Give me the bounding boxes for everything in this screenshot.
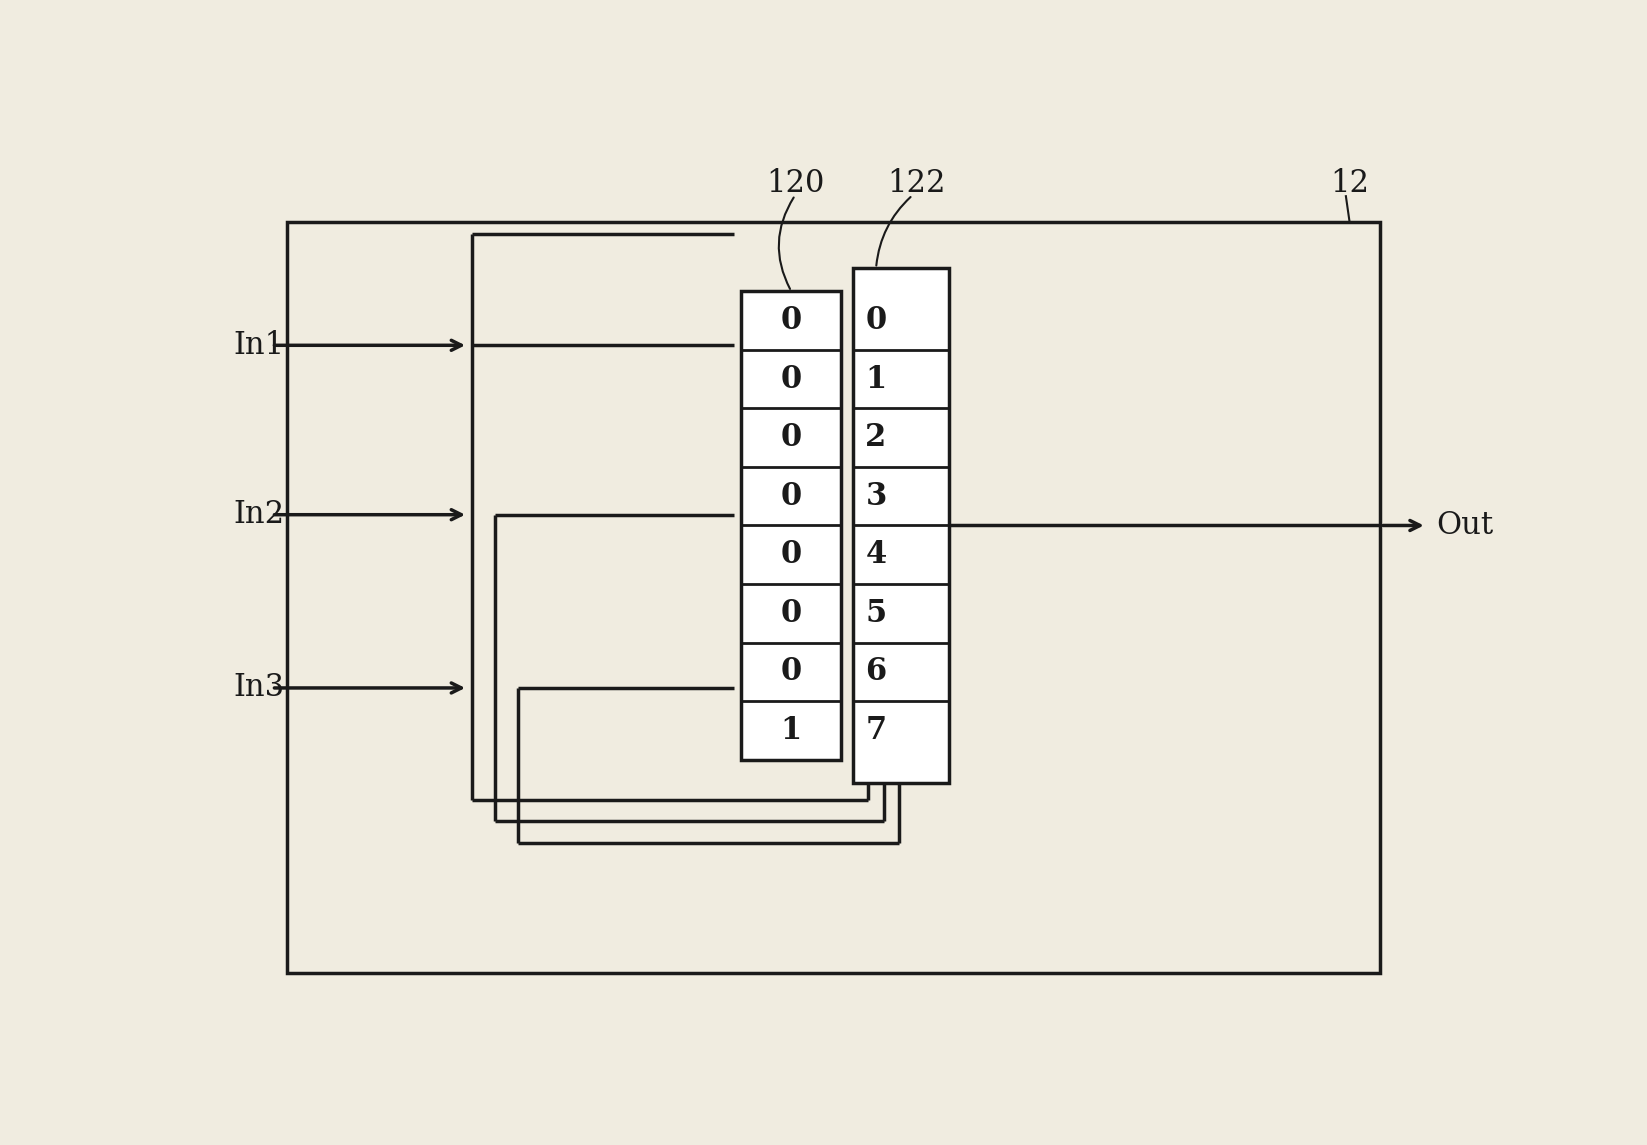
Text: 3: 3 [865, 481, 886, 512]
Text: 6: 6 [865, 656, 886, 687]
Bar [853, 268, 949, 783]
Text: Out: Out [1436, 510, 1492, 540]
Text: 4: 4 [865, 539, 886, 570]
Text: 1: 1 [781, 714, 802, 745]
Text: 12: 12 [1331, 168, 1369, 199]
Text: 2: 2 [865, 423, 886, 453]
Text: 0: 0 [781, 364, 802, 395]
Text: 0: 0 [781, 423, 802, 453]
Bar [741, 291, 842, 759]
Text: In2: In2 [234, 499, 285, 530]
Text: 0: 0 [781, 656, 802, 687]
Text: 122: 122 [888, 168, 945, 199]
Text: 120: 120 [766, 168, 825, 199]
Text: 5: 5 [865, 598, 886, 629]
Text: In1: In1 [234, 330, 285, 361]
Text: 0: 0 [781, 598, 802, 629]
Bar [287, 222, 1380, 973]
Text: 0: 0 [781, 539, 802, 570]
Text: 0: 0 [781, 306, 802, 337]
Text: 0: 0 [865, 306, 886, 337]
Text: 1: 1 [865, 364, 886, 395]
Text: In3: In3 [234, 672, 285, 703]
Text: 0: 0 [781, 481, 802, 512]
Text: 7: 7 [865, 714, 886, 745]
